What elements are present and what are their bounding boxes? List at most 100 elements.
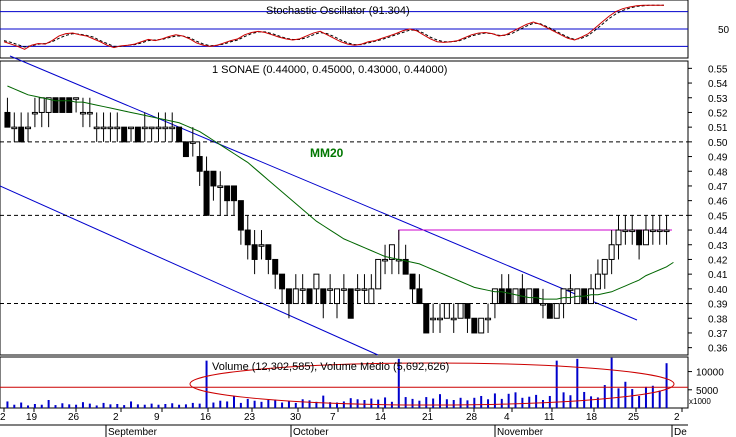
candle-body	[443, 303, 450, 319]
candle-body	[272, 258, 279, 275]
volume-tick-label: 10000	[696, 368, 724, 379]
x-day-label: 4	[504, 412, 510, 423]
candle-body	[148, 126, 155, 130]
x-day-label: 2	[113, 412, 119, 423]
trend-line-upper	[9, 55, 638, 321]
candle-body	[320, 288, 327, 305]
x-month-label: De	[674, 427, 687, 437]
candle-body	[588, 288, 595, 305]
candle-body	[285, 288, 292, 305]
candle-body	[375, 258, 382, 290]
x-day-label: 18	[586, 412, 598, 423]
x-day-label: 7	[330, 412, 336, 423]
price-tick-label: 0.50	[708, 138, 728, 149]
candle-body	[615, 229, 622, 246]
price-tick-label: 0.51	[708, 123, 728, 134]
candle-body	[361, 288, 368, 291]
candle-body	[388, 244, 395, 260]
x-day-label: 23	[244, 412, 256, 423]
candle-body	[100, 126, 107, 130]
candle-body	[594, 273, 601, 290]
candle-body	[141, 126, 148, 130]
volume-unit-label: x1000	[689, 397, 711, 406]
price-title: 1 SONAE (0.44000, 0.45000, 0.43000, 0.44…	[212, 64, 447, 76]
candle-body	[189, 141, 196, 144]
candle-body	[59, 97, 66, 113]
candle-body	[203, 170, 210, 216]
x-day-label: 25	[628, 412, 640, 423]
candle-body	[107, 126, 114, 130]
price-tick-label: 0.52	[708, 108, 728, 119]
candle-body	[52, 97, 59, 113]
candle-body	[114, 126, 121, 130]
candle-body	[491, 288, 498, 305]
candle-body	[539, 303, 546, 306]
price-tick-label: 0.36	[708, 344, 728, 355]
candle-body	[553, 303, 560, 319]
oscillator-tick-label: 50	[718, 25, 730, 36]
candle-body	[416, 288, 423, 305]
candle-body	[533, 288, 540, 305]
trend-line-lower	[0, 185, 379, 356]
x-day-label: 28	[466, 412, 478, 423]
candle-body	[656, 229, 663, 233]
candle-body	[11, 126, 18, 130]
oscillator-layer	[0, 4, 688, 50]
candle-body	[224, 185, 231, 202]
candle-body	[128, 126, 135, 130]
candle-body	[450, 317, 457, 321]
ma20-line	[7, 85, 674, 300]
price-panel	[0, 60, 689, 356]
candle-body	[38, 97, 45, 113]
ma20-label: MM20	[310, 146, 344, 160]
x-day-label: 30	[290, 412, 302, 423]
volume-title: Volume (12,302,585), Volume Médio (5,692…	[212, 361, 449, 373]
x-day-label: 26	[68, 412, 80, 423]
price-tick-label: 0.37	[708, 329, 728, 340]
candle-body	[382, 258, 389, 262]
candle-body	[430, 317, 437, 321]
candle-body	[464, 303, 471, 319]
oscillator-title: Stochastic Oscillator (91.304)	[266, 5, 410, 17]
candle-body	[649, 229, 656, 233]
candle-body	[485, 317, 492, 321]
price-tick-label: 0.46	[708, 197, 728, 208]
price-tick-label: 0.42	[708, 255, 728, 266]
candle-body	[265, 244, 272, 260]
candle-body	[313, 273, 320, 290]
candle-body	[25, 126, 32, 130]
volume-layer	[0, 357, 688, 408]
volume-tick-label: 5000	[696, 386, 719, 397]
candle-body	[134, 126, 141, 143]
candle-body	[567, 288, 574, 291]
candle-body	[340, 288, 347, 291]
candle-body	[196, 156, 203, 172]
candle-body	[162, 126, 169, 130]
candle-body	[86, 111, 93, 115]
candle-body	[18, 126, 25, 143]
x-day-label: 19	[26, 412, 38, 423]
stochastic-d-line	[3, 4, 664, 48]
candle-body	[4, 111, 11, 128]
candle-body	[231, 185, 238, 202]
candle-body	[121, 126, 128, 143]
candle-body	[402, 258, 409, 275]
price-tick-label: 0.39	[708, 300, 728, 311]
candle-body	[93, 126, 100, 130]
x-day-label: 21	[422, 412, 434, 423]
price-tick-label: 0.43	[708, 241, 728, 252]
candle-body	[45, 97, 52, 113]
x-day-label: 16	[200, 412, 212, 423]
x-day-label: 9	[154, 412, 160, 423]
x-month-label: November	[497, 427, 544, 437]
candle-body	[306, 288, 313, 305]
candle-body	[299, 288, 306, 291]
price-tick-label: 0.54	[708, 79, 728, 90]
volume-highlight-ellipse	[189, 362, 675, 406]
candle-body	[327, 288, 334, 291]
candle-body	[546, 303, 553, 319]
price-tick-label: 0.38	[708, 314, 728, 325]
candle-body	[436, 317, 443, 321]
